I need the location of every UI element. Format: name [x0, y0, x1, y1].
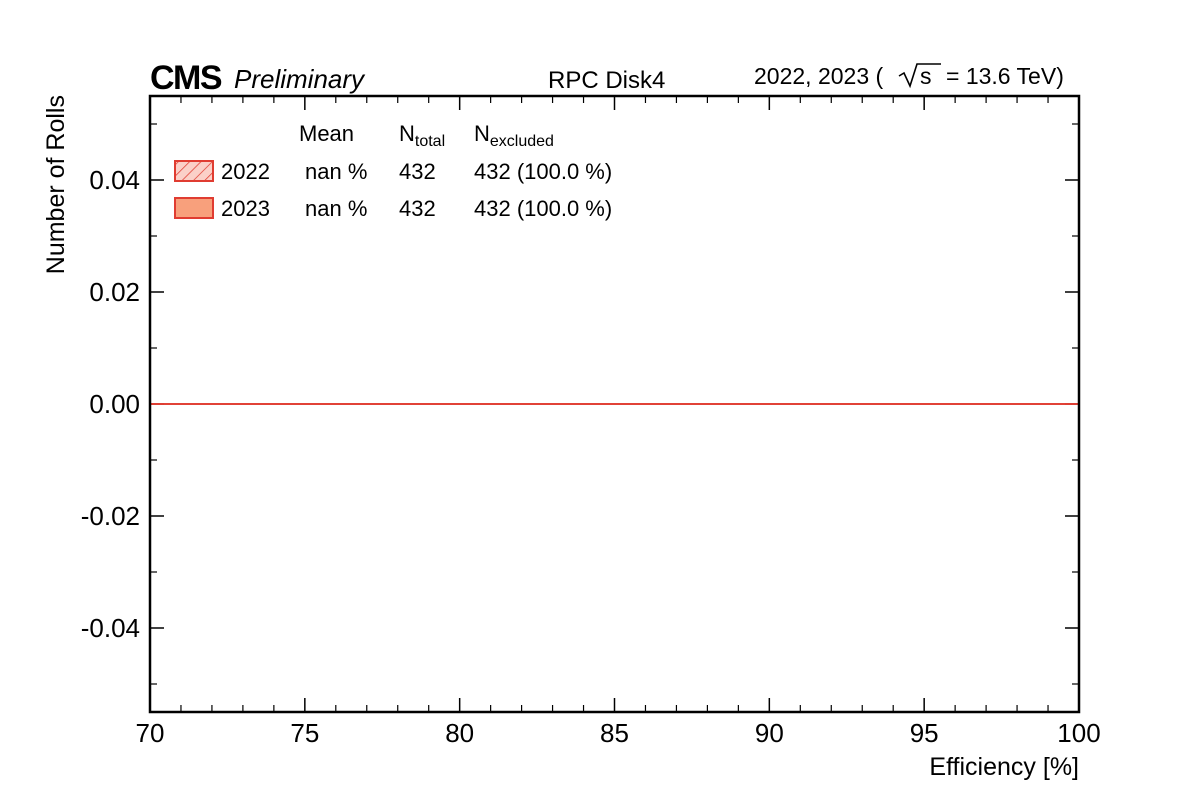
y-tick-label: -0.04 [81, 613, 140, 643]
lumi-energy: = 13.6 TeV) [946, 63, 1064, 89]
chart-title: RPC Disk4 [548, 67, 665, 94]
legend-header-nexcluded-n: N [474, 121, 490, 146]
experiment-label: CMS [150, 59, 222, 97]
legend-header-nexcluded-sub: excluded [490, 133, 554, 150]
y-tick-label: 0.04 [89, 165, 140, 195]
x-tick-label: 95 [910, 718, 939, 748]
legend-header-nexcluded: Nexcluded [474, 121, 554, 150]
y-tick-label: -0.02 [81, 501, 140, 531]
legend-ntotal-2023: 432 [399, 196, 436, 221]
legend-header-ntotal-n: N [399, 121, 415, 146]
legend-label-2023: 2023 [221, 196, 270, 221]
x-tick-label: 75 [290, 718, 319, 748]
x-tick-label: 70 [136, 718, 165, 748]
x-tick-label: 85 [600, 718, 629, 748]
legend-mean-2023: nan % [305, 196, 367, 221]
lumi-years: 2022, 2023 ( [754, 63, 884, 89]
lumi-sqrt: s [920, 63, 932, 89]
legend-mean-2022: nan % [305, 159, 367, 184]
status-label: Preliminary [234, 64, 366, 94]
y-tick-label: 0.00 [89, 389, 140, 419]
legend-swatch-2023 [174, 197, 214, 219]
legend-entry-2023: 2023 nan % 432 432 (100.0 %) [174, 196, 612, 221]
legend-nexcluded-2023: 432 (100.0 %) [474, 196, 612, 221]
legend-entry-2022: 2022 nan % 432 432 (100.0 %) [174, 159, 612, 184]
legend-header-ntotal: Ntotal [399, 121, 445, 150]
y-tick-label: 0.02 [89, 277, 140, 307]
legend-header-mean: Mean [299, 121, 354, 146]
legend-nexcluded-2022: 432 (100.0 %) [474, 159, 612, 184]
y-axis-label: Number of Rolls [42, 95, 70, 274]
x-tick-label: 80 [445, 718, 474, 748]
lumi-label: 2022, 2023 ( s = 13.6 TeV) [754, 63, 1064, 89]
x-tick-label: 90 [755, 718, 784, 748]
x-tick-label: 100 [1057, 718, 1100, 748]
tick-labels: 70 75 80 85 90 95 100 0.04 0.02 0.00 -0.02 -0.04 [81, 165, 1101, 748]
legend-ntotal-2022: 432 [399, 159, 436, 184]
x-axis-label: Efficiency [%] [929, 753, 1079, 781]
legend: Mean Ntotal Nexcluded 2022 nan % 432 432… [174, 121, 612, 221]
legend-label-2022: 2022 [221, 159, 270, 184]
legend-header-ntotal-sub: total [415, 133, 445, 150]
legend-swatch-2022 [174, 160, 214, 182]
plot-frame [148, 94, 1081, 714]
sqrt-icon [898, 63, 941, 89]
